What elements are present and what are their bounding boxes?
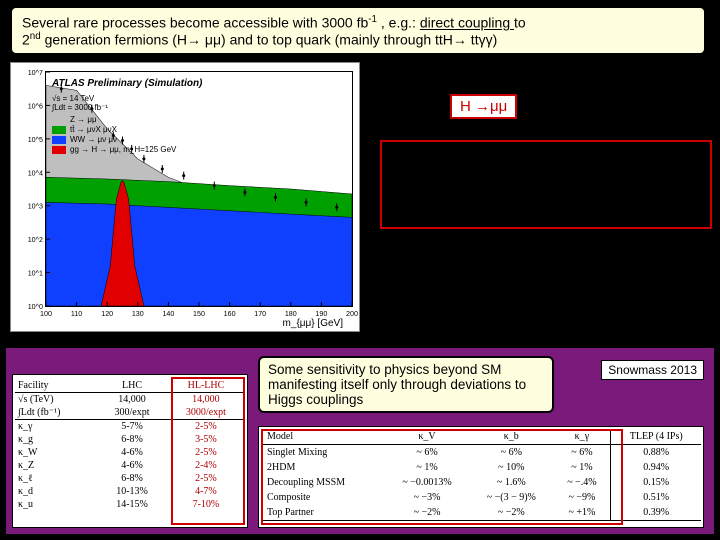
svg-text:10^4: 10^4 — [28, 170, 43, 177]
header-box: Several rare processes become accessible… — [10, 6, 706, 55]
hmumu-label: H →μμ — [450, 94, 517, 119]
snowmass-label: Snowmass 2013 — [601, 360, 704, 380]
model-table: Modelκ_Vκ_bκ_γTLEP (4 IPs)Singlet Mixing… — [258, 426, 704, 528]
svg-text:10^0: 10^0 — [28, 304, 43, 311]
arrow-icon: → — [187, 31, 201, 47]
svg-text:10^3: 10^3 — [28, 204, 43, 211]
svg-text:170: 170 — [254, 311, 266, 318]
chart-lumi: ∫Ldt = 3000 fb⁻¹ — [52, 103, 176, 112]
chart-xlabel: m_{μμ} [GeV] — [283, 318, 343, 329]
legend-item: WW → μν μν — [52, 135, 176, 144]
facility-table: FacilityLHCHL-LHC√s (TeV)14,00014,000∫Ld… — [12, 374, 248, 528]
hdr1sup: -1 — [368, 14, 377, 25]
svg-text:10^7: 10^7 — [28, 70, 43, 77]
svg-text:150: 150 — [193, 311, 205, 318]
purple-panel: Snowmass 2013 Some sensitivity to physic… — [4, 346, 716, 536]
bullet-box: Today's sensitivity: 8xSM cross-section … — [380, 140, 712, 229]
chart-ylabel: Events / 0.5 GeV — [0, 134, 8, 202]
hmumu-post: μμ — [490, 98, 507, 115]
svg-text:110: 110 — [71, 311, 82, 318]
svg-text:160: 160 — [224, 311, 236, 318]
table-row: Decoupling MSSM~ −0.0013%~ 1.6%~ −.4%0.1… — [261, 475, 701, 490]
svg-text:10^6: 10^6 — [28, 103, 43, 110]
svg-text:100: 100 — [40, 311, 52, 318]
hdr2a: 2 — [22, 31, 30, 47]
atlas-chart: Events / 0.5 GeV 10^010^110^210^310^410^… — [10, 62, 360, 332]
table-row: 2HDM~ 1%~ 10%~ 1%0.94% — [261, 460, 701, 475]
hdr2c: μμ) and to top quark (mainly through ttH — [201, 31, 453, 47]
chart-plot-area: 10^010^110^210^310^410^510^610^710011012… — [45, 71, 353, 307]
chart-sqrt: √s = 14 TeV — [52, 94, 176, 103]
svg-text:180: 180 — [285, 311, 297, 318]
arrow-icon: → — [453, 31, 467, 47]
hdr1b: , e.g.: — [377, 15, 420, 31]
hmumu-pre: H — [460, 98, 475, 115]
hdr1d: to — [514, 15, 526, 31]
b2a: With 3000 fb — [406, 168, 482, 183]
svg-text:10^5: 10^5 — [28, 137, 43, 144]
bullet-3: Hμμ coupling can be measured to about 10… — [390, 203, 702, 221]
svg-text:10^2: 10^2 — [28, 237, 43, 244]
hdr2sup: nd — [30, 31, 41, 42]
legend-item: gg → H → μμ, m_H=125 GeV — [52, 145, 176, 154]
table-row: Top Partner~ −2%~ −2%~ +1%0.39% — [261, 505, 701, 521]
chart-preliminary: ATLAS Preliminary (Simulation) — [52, 78, 202, 89]
legend-item: tt̄ → μνX μνX — [52, 125, 176, 134]
chart-legend: √s = 14 TeV ∫Ldt = 3000 fb⁻¹ Z → μμtt̄ →… — [52, 94, 176, 155]
hdr2b: generation fermions (H — [41, 31, 187, 47]
hdr1a: Several rare processes become accessible… — [22, 15, 368, 31]
sensitivity-box: Some sensitivity to physics beyond SM ma… — [258, 356, 554, 413]
arrow-icon: → — [475, 98, 490, 115]
svg-text:130: 130 — [132, 311, 144, 318]
svg-text:200: 200 — [346, 311, 358, 318]
legend-item: Z → μμ — [52, 115, 176, 124]
hdr2d: ttγγ) — [467, 31, 497, 47]
svg-text:10^1: 10^1 — [28, 271, 43, 278]
svg-text:120: 120 — [101, 311, 113, 318]
bullet-2: With 3000 fb-1 expect 17000 signal event… — [390, 166, 702, 203]
table-row: Singlet Mixing~ 6%~ 6%~ 6%0.88% — [261, 445, 701, 461]
hdr1c: direct coupling — [420, 15, 514, 31]
bullet-1: Today's sensitivity: 8xSM cross-section — [390, 148, 702, 166]
svg-text:140: 140 — [162, 311, 174, 318]
svg-text:190: 190 — [315, 311, 327, 318]
table-row: Composite~ −3%~ −(3 − 9)%~ −9%0.51% — [261, 490, 701, 505]
b2sup: -1 — [482, 166, 490, 177]
